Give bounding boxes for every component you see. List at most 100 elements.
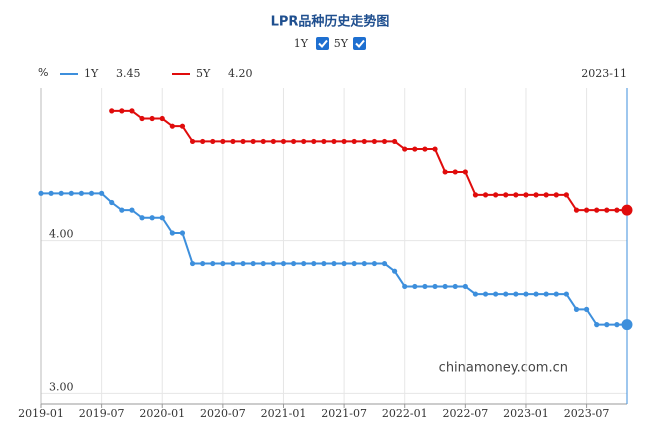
data-point [169,123,175,129]
data-point [230,138,236,145]
data-point [594,207,600,213]
x-tick-label: 2023-01 [503,407,549,420]
data-point [351,138,357,145]
data-point [604,207,610,213]
chart-title: LPR品种历史走势图 [271,14,390,30]
data-point [573,207,580,213]
data-point [563,291,569,297]
data-point [270,260,276,267]
data-point [200,138,206,145]
data-point [361,138,367,145]
data-point [48,190,54,196]
data-point [543,291,549,297]
data-point [371,260,378,267]
y-tick-label: 4.00 [49,228,74,241]
data-point [482,291,489,297]
legend-value: 4.20 [228,67,253,80]
data-point [513,291,519,297]
data-point [250,138,256,145]
checkbox[interactable] [353,37,366,50]
data-point [119,108,125,114]
data-point [472,192,479,198]
data-point [240,260,246,267]
data-point [129,207,135,213]
legend-label: 5Y [196,67,211,80]
checkbox[interactable] [316,37,329,50]
data-point [230,260,236,267]
data-point [301,260,307,267]
watermark: chinamoney.com.cn [439,361,568,376]
data-point [189,138,196,145]
data-point [452,169,458,175]
x-tick-label: 2020-01 [139,407,185,420]
data-point [412,283,418,290]
data-point [210,260,216,267]
series-line [111,109,627,212]
data-point [412,146,418,152]
data-point [179,123,186,129]
legend-label: 1Y [84,67,99,80]
data-point [523,192,529,198]
data-point [442,283,448,290]
data-point [119,207,125,213]
x-tick-label: 2020-07 [200,407,246,420]
data-point [614,322,620,328]
data-point [159,215,165,221]
x-tick-label: 2021-07 [321,407,367,420]
data-point [200,260,206,267]
data-point [139,115,145,122]
data-point [280,260,287,267]
data-point [583,306,590,312]
data-point [149,215,155,221]
data-point [311,138,317,145]
legend-value: 3.45 [116,67,141,80]
data-point [220,138,226,145]
data-point [422,146,428,152]
data-point [99,190,105,196]
data-point [392,138,398,145]
data-point [513,192,519,198]
data-point [109,199,115,206]
data-point [543,192,549,198]
data-point [341,260,347,267]
data-point [442,169,448,175]
x-tick-label: 2023-07 [564,407,610,420]
x-tick-label: 2019-07 [79,407,125,420]
x-tick-label: 2019-01 [18,407,64,420]
data-point [331,260,337,267]
data-point [149,115,155,122]
data-point [210,138,216,145]
data-point [311,260,317,267]
data-point [533,192,539,198]
data-point [381,260,388,267]
data-point [220,260,226,267]
data-point [452,283,458,290]
data-point [68,190,74,196]
data-point [462,283,468,290]
data-point [179,230,186,236]
data-point [240,138,246,145]
data-point [321,138,327,145]
data-point [260,138,266,145]
data-point [331,138,337,145]
data-point [432,283,438,290]
data-point [361,260,367,267]
data-point [58,190,64,196]
data-point [392,268,398,274]
data-point [159,115,165,122]
data-point [503,192,509,198]
data-point [614,207,620,213]
data-point [493,291,499,297]
data-point [290,138,297,145]
data-point [280,138,287,145]
data-point [573,306,580,312]
data-point [270,138,276,145]
data-point [88,190,95,196]
data-point [462,169,468,175]
data-point [553,291,559,297]
y-tick-label: 3.00 [49,380,74,393]
data-point [503,291,509,297]
unit-label: % [38,66,48,79]
data-point [432,146,438,152]
